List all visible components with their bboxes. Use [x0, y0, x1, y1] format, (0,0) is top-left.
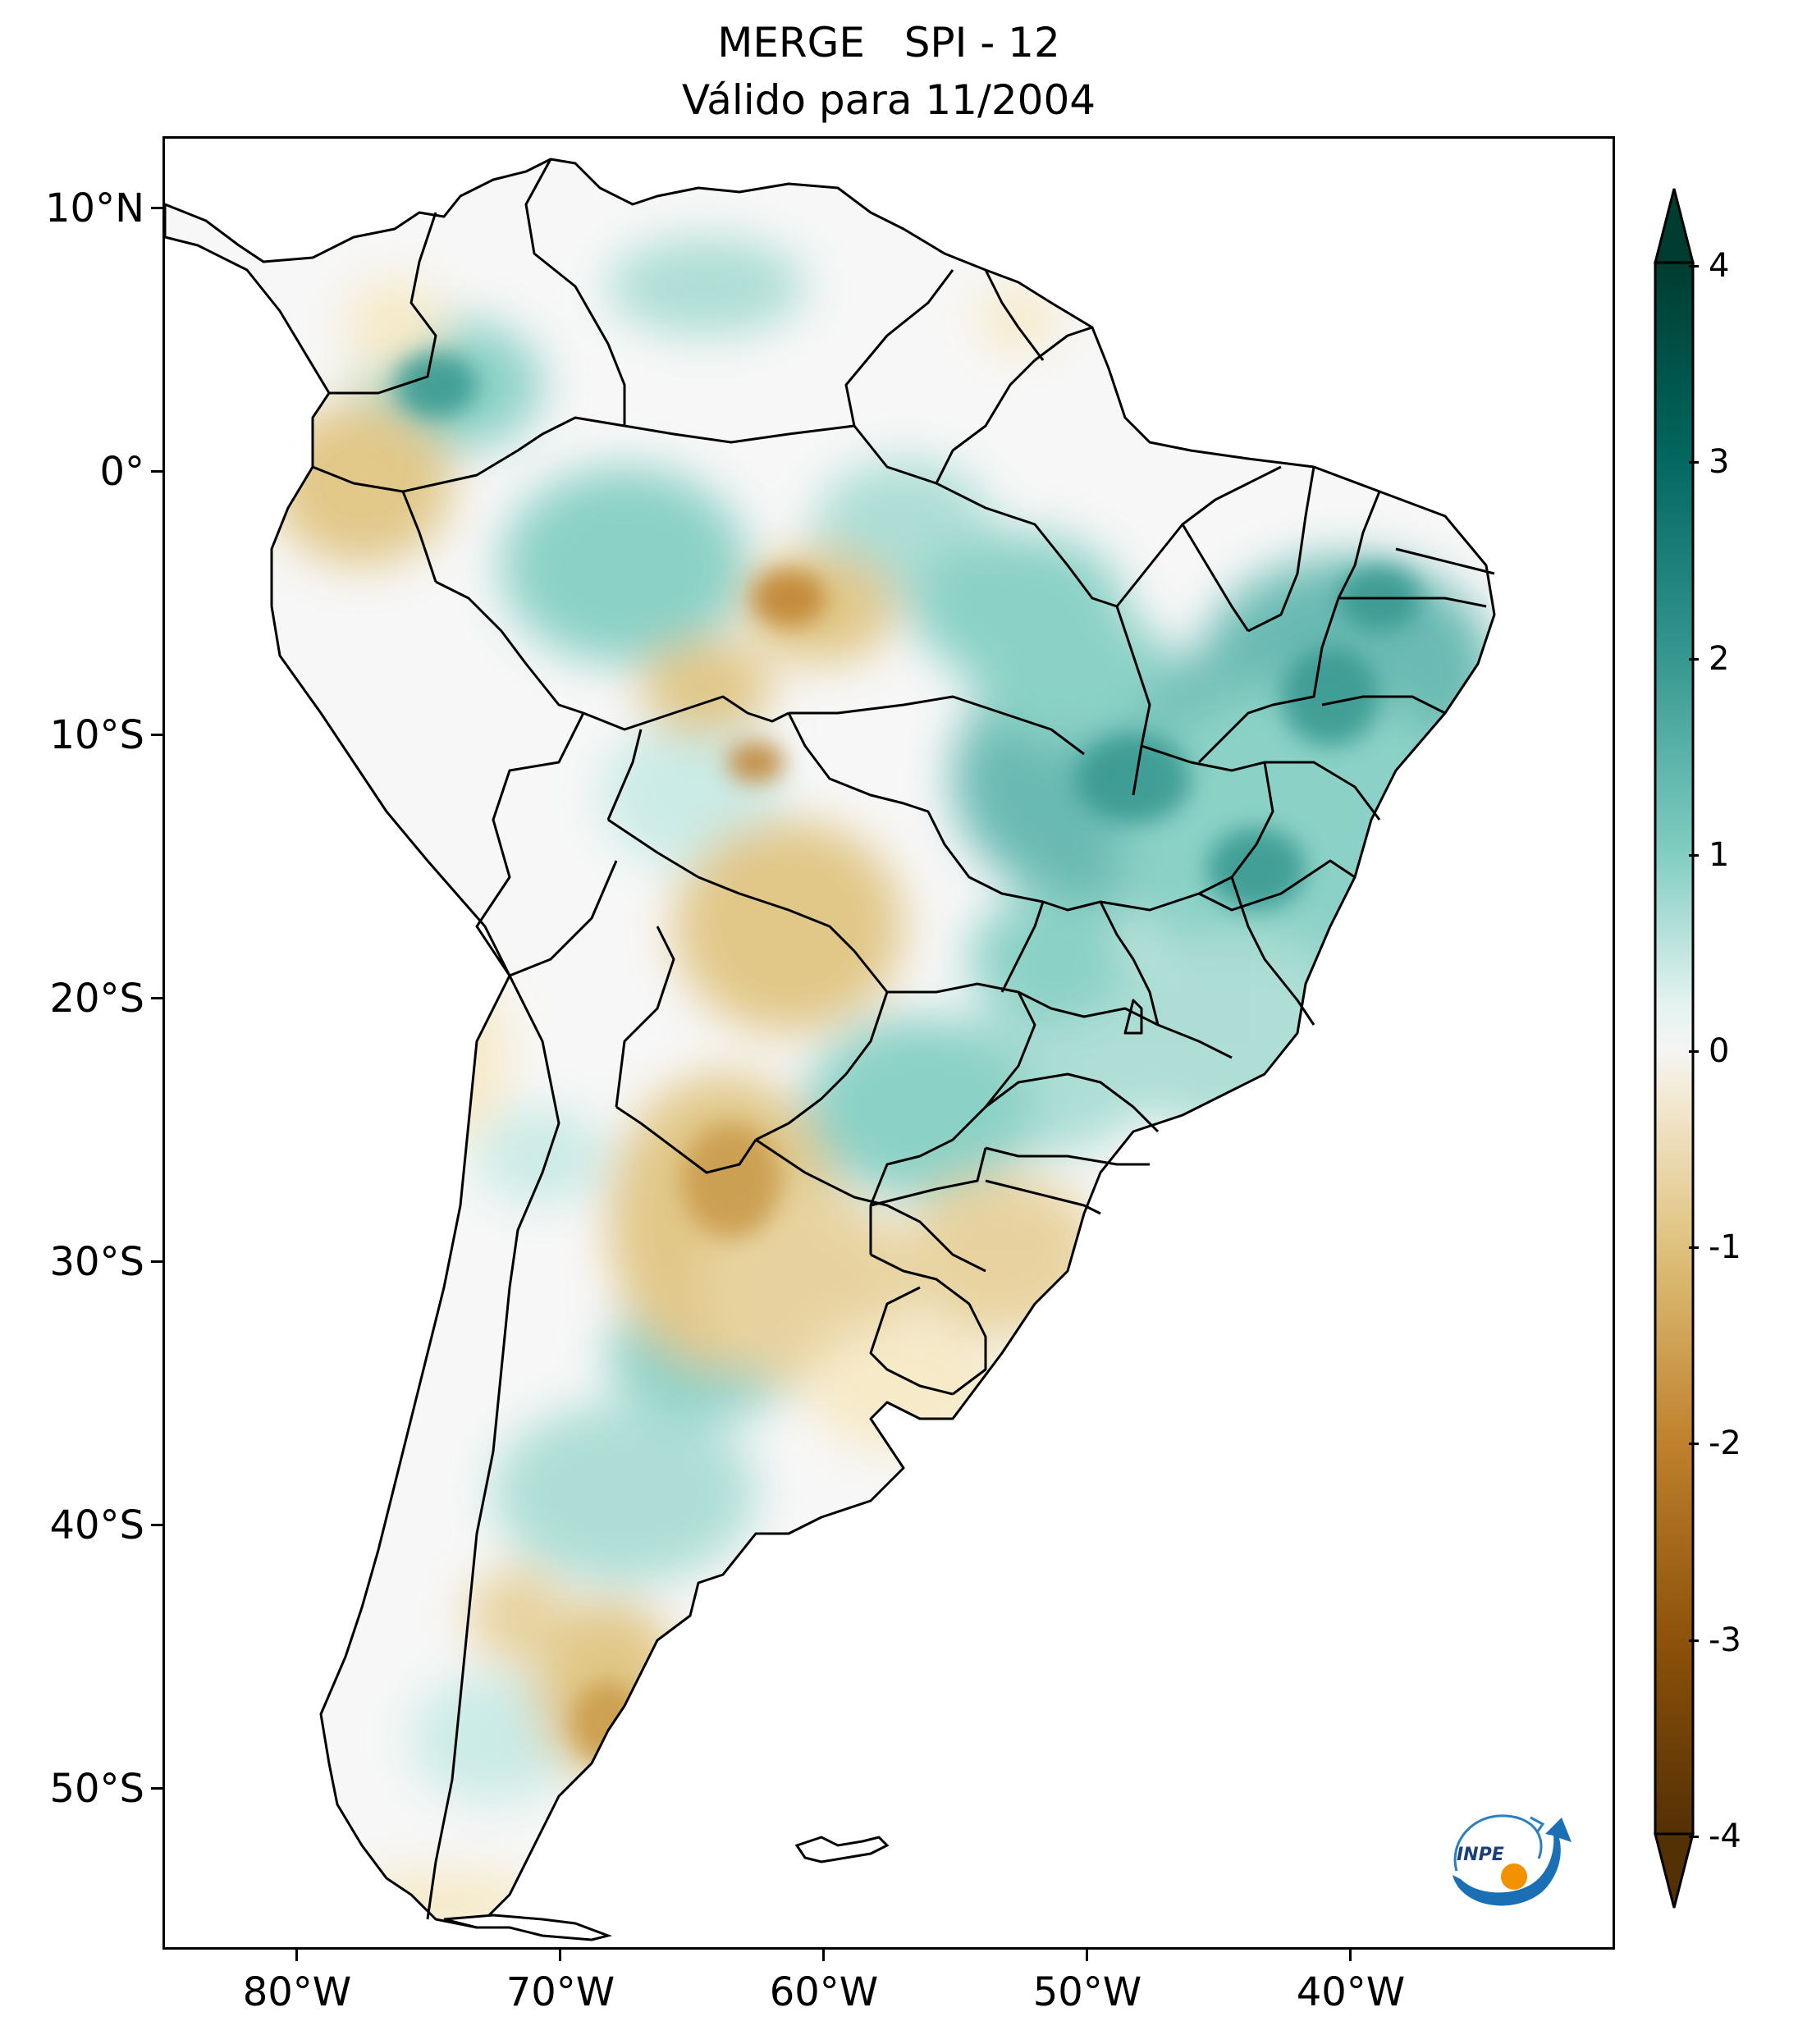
lon-tick: [822, 1950, 825, 1961]
lat-label-20s: 20°S: [49, 976, 144, 1022]
falkland-islands: [794, 1836, 890, 1863]
colorbar-label-neg3: -3: [1709, 1621, 1741, 1659]
colorbar-gradient: [1654, 261, 1695, 1836]
colorbar-extend-max: [1654, 188, 1695, 264]
lat-tick: [151, 734, 162, 736]
colorbar-tick: [1689, 1639, 1699, 1642]
lat-label-30s: 30°S: [49, 1239, 144, 1285]
map-panel: [162, 136, 1615, 1950]
lat-label-10s: 10°S: [49, 712, 144, 758]
colorbar-tick: [1689, 1050, 1699, 1053]
lat-label-10n: 10°N: [45, 185, 144, 231]
colorbar-label-0: 0: [1709, 1032, 1730, 1070]
map-canvas: [165, 158, 1496, 1941]
colorbar-tick: [1689, 1443, 1699, 1445]
inpe-logo-text: INPE: [1457, 1845, 1504, 1865]
colorbar-tick: [1689, 658, 1699, 661]
colorbar-extend-min: [1654, 1832, 1695, 1909]
lon-tick: [1349, 1950, 1352, 1961]
lon-label-60w: 60°W: [769, 1969, 879, 2015]
map-subtitle: Válido para 11/2004: [681, 76, 1096, 124]
colorbar-label-4: 4: [1709, 247, 1730, 285]
lon-label-70w: 70°W: [506, 1969, 615, 2015]
colorbar-label-neg4: -4: [1709, 1818, 1741, 1855]
lon-label-80w: 80°W: [242, 1969, 352, 2015]
country-borders: [165, 158, 1496, 1929]
lat-tick: [151, 997, 162, 999]
colorbar: [1654, 188, 1695, 1909]
lat-tick: [151, 207, 162, 209]
map-title: MERGE SPI - 12: [717, 19, 1060, 66]
lat-tick: [151, 1260, 162, 1263]
colorbar-label-2: 2: [1709, 640, 1730, 678]
colorbar-tick: [1689, 1836, 1699, 1838]
colorbar-label-3: 3: [1709, 443, 1730, 481]
lat-label-40s: 40°S: [49, 1502, 144, 1548]
inpe-logo-icon: INPE: [1453, 1814, 1572, 1906]
lon-tick: [295, 1950, 298, 1961]
lon-tick: [559, 1950, 561, 1961]
lat-tick: [151, 470, 162, 473]
colorbar-tick: [1689, 1246, 1699, 1249]
colorbar-label-neg2: -2: [1709, 1424, 1741, 1462]
colorbar-label-neg1: -1: [1709, 1228, 1741, 1266]
lon-label-40w: 40°W: [1296, 1969, 1406, 2015]
tierra-del-fuego: [443, 1914, 613, 1941]
lat-tick: [151, 1787, 162, 1790]
lat-label-0: 0°: [99, 449, 144, 495]
colorbar-tick: [1689, 854, 1699, 857]
lon-label-50w: 50°W: [1032, 1969, 1142, 2015]
lat-tick: [151, 1524, 162, 1526]
colorbar-tick: [1689, 265, 1699, 268]
colorbar-label-1: 1: [1709, 836, 1730, 874]
lon-tick: [1086, 1950, 1088, 1961]
colorbar-tick: [1689, 461, 1699, 464]
lat-label-50s: 50°S: [49, 1766, 144, 1812]
